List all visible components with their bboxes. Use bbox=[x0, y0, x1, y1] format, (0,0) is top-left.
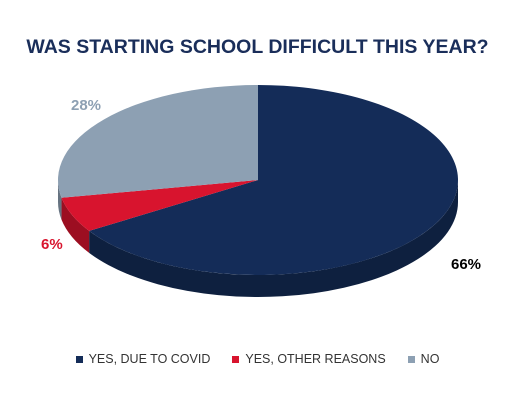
legend-label-no: NO bbox=[420, 352, 440, 366]
legend-item-no: NO bbox=[407, 352, 440, 366]
legend-item-yes-covid: YES, DUE TO COVID bbox=[75, 352, 211, 366]
pie-slice-no bbox=[57, 85, 258, 198]
data-label-yes-other: 6% bbox=[41, 236, 63, 253]
legend-swatch-no bbox=[407, 355, 415, 363]
legend-swatch-yes-other bbox=[232, 355, 240, 363]
legend-item-yes-other: YES, OTHER REASONS bbox=[232, 352, 386, 366]
chart-title: WAS STARTING SCHOOL DIFFICULT THIS YEAR? bbox=[26, 36, 489, 58]
pie-side-no bbox=[58, 180, 62, 220]
legend-label-yes-other: YES, OTHER REASONS bbox=[245, 352, 386, 366]
data-label-yes-covid: 66% bbox=[451, 256, 481, 273]
pie-slice-yes-other bbox=[61, 180, 259, 231]
data-label-no: 28% bbox=[71, 97, 101, 114]
chart-legend: YES, DUE TO COVID YES, OTHER REASONS NO bbox=[0, 352, 515, 366]
pie-slice-yes-covid bbox=[89, 85, 458, 276]
legend-swatch-yes-covid bbox=[75, 355, 83, 363]
pie-side-yes-covid bbox=[89, 180, 459, 298]
legend-label-yes-covid: YES, DUE TO COVID bbox=[88, 352, 211, 366]
pie-slices bbox=[57, 85, 459, 298]
pie-data-labels: 66% 6% 28% bbox=[41, 97, 481, 273]
pie-side-yes-other bbox=[61, 197, 90, 253]
